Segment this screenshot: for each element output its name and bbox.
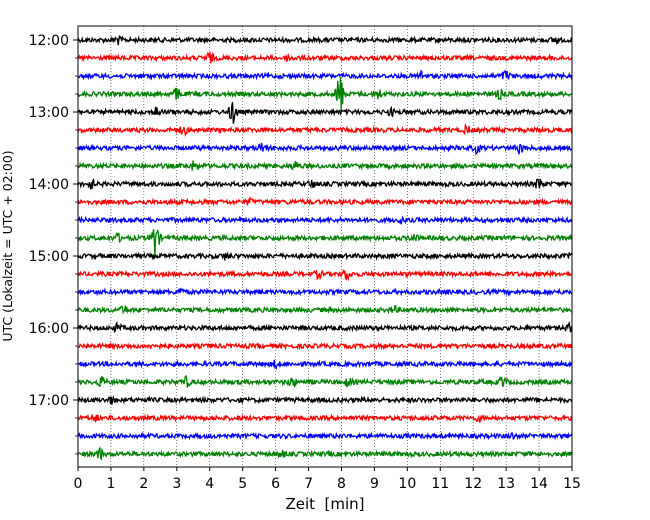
trace-1330 bbox=[77, 142, 573, 156]
x-tick-label: 12 bbox=[464, 476, 482, 492]
y-tick-label: 13:00 bbox=[29, 105, 69, 121]
x-axis-label: Zeit [min] bbox=[285, 495, 364, 513]
x-tick-label: 5 bbox=[238, 476, 247, 492]
x-tick-label: 10 bbox=[398, 476, 416, 492]
x-tick-label: 11 bbox=[431, 476, 449, 492]
y-axis-ticks: 12:00 13:00 14:00 15:00 16:00 17:00 bbox=[29, 33, 78, 455]
trace-1615 bbox=[77, 341, 573, 351]
trace-1700 bbox=[77, 394, 573, 405]
plot-frame bbox=[77, 25, 573, 468]
trace-1745 bbox=[77, 446, 573, 461]
trace-1600 bbox=[77, 320, 573, 334]
trace-1315 bbox=[77, 122, 573, 138]
trace-1430 bbox=[77, 215, 573, 225]
y-tick-label: 17:00 bbox=[29, 393, 69, 409]
trace-1445 bbox=[77, 229, 573, 257]
y-tick-label: 16:00 bbox=[29, 321, 69, 337]
x-tick-label: 9 bbox=[370, 476, 379, 492]
x-tick-label: 6 bbox=[271, 476, 280, 492]
trace-1300 bbox=[77, 102, 573, 124]
trace-1545 bbox=[78, 304, 573, 315]
x-tick-label: 8 bbox=[337, 476, 346, 492]
trace-1630 bbox=[77, 359, 573, 370]
x-tick-label: 7 bbox=[304, 476, 313, 492]
trace-1415 bbox=[77, 196, 573, 207]
trace-1730 bbox=[77, 431, 573, 441]
x-axis-ticks: 0 1 2 3 4 5 6 7 8 9 10 11 12 13 14 15 bbox=[74, 467, 581, 492]
trace-1715 bbox=[77, 413, 573, 423]
x-tick-label: 3 bbox=[172, 476, 181, 492]
x-tick-label: 2 bbox=[139, 476, 148, 492]
trace-1345 bbox=[77, 160, 573, 171]
trace-1215 bbox=[77, 51, 573, 64]
trace-1645 bbox=[77, 374, 573, 389]
trace-1515 bbox=[77, 268, 573, 282]
seismic-traces bbox=[77, 35, 573, 461]
x-tick-label: 13 bbox=[497, 476, 515, 492]
trace-1400 bbox=[77, 177, 573, 190]
y-tick-label: 12:00 bbox=[29, 33, 69, 49]
trace-1200 bbox=[77, 35, 572, 46]
trace-1245 bbox=[77, 76, 573, 111]
y-axis-label: UTC (Lokalzeit = UTC + 02:00) bbox=[0, 150, 15, 341]
x-tick-label: 4 bbox=[205, 476, 214, 492]
x-tick-label: 0 bbox=[74, 476, 83, 492]
trace-1530 bbox=[77, 287, 573, 297]
trace-1500 bbox=[77, 251, 573, 261]
x-tick-label: 1 bbox=[106, 476, 115, 492]
y-tick-label: 15:00 bbox=[29, 249, 69, 265]
y-tick-label: 14:00 bbox=[29, 177, 69, 193]
trace-1230 bbox=[77, 69, 573, 81]
x-tick-label: 15 bbox=[563, 476, 581, 492]
x-tick-label: 14 bbox=[530, 476, 548, 492]
